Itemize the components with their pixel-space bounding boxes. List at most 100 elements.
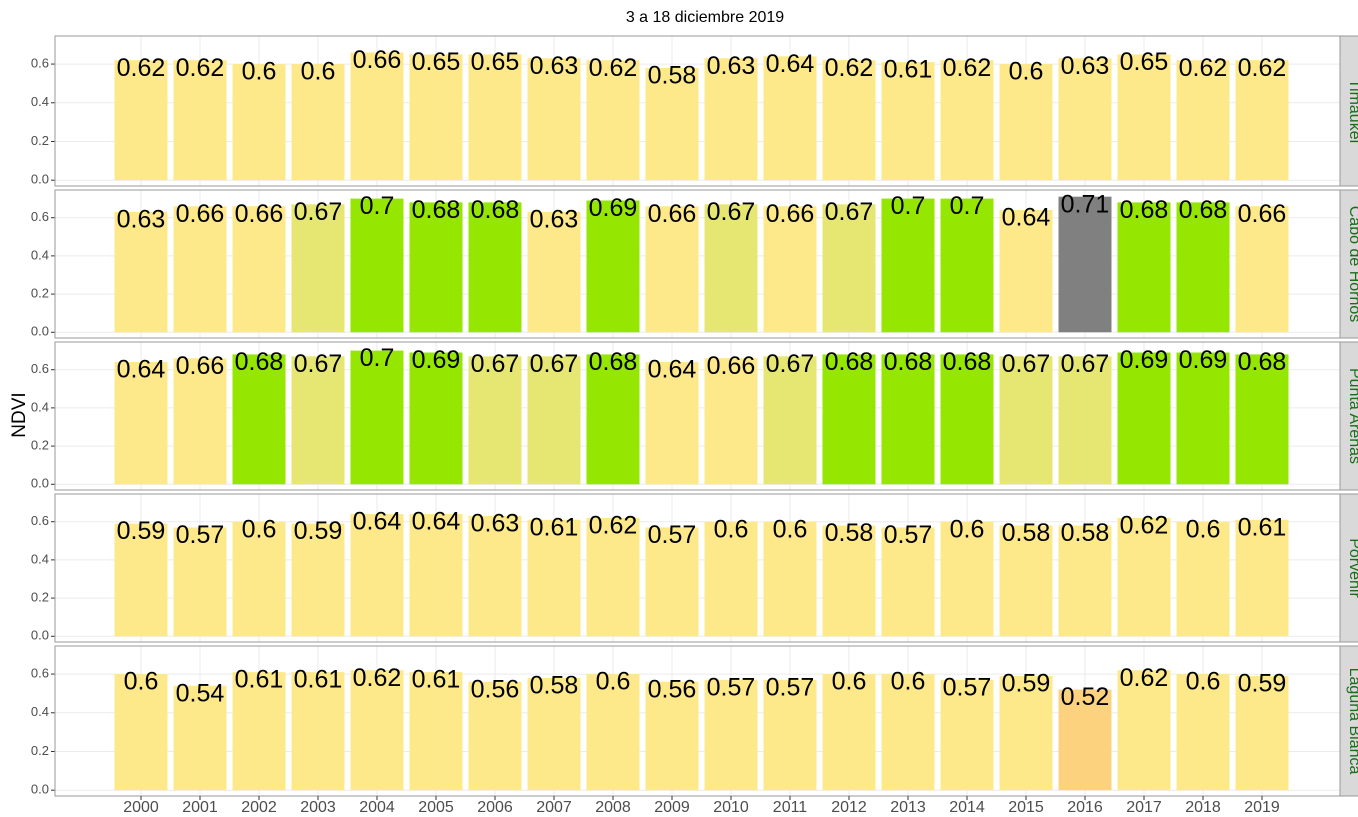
bar <box>173 527 227 637</box>
bar <box>409 202 463 333</box>
bar <box>1058 525 1112 637</box>
x-tick-label: 2016 <box>1067 799 1103 816</box>
value-label: 0.54 <box>176 679 225 707</box>
bar <box>350 670 404 791</box>
bar <box>350 514 404 637</box>
bar <box>645 206 699 333</box>
value-label: 0.67 <box>294 350 343 378</box>
x-tick-label: 2002 <box>241 799 277 816</box>
bar <box>114 211 168 333</box>
value-label: 0.57 <box>707 673 756 701</box>
value-label: 0.6 <box>1186 668 1221 696</box>
bar <box>822 204 876 333</box>
value-label: 0.6 <box>950 515 985 543</box>
bar <box>291 64 345 181</box>
value-label: 0.62 <box>117 54 166 82</box>
y-tick-label: 0.2 <box>31 133 49 148</box>
value-label: 0.57 <box>884 521 933 549</box>
y-tick-label: 0.6 <box>31 209 49 224</box>
bar <box>1117 54 1171 181</box>
y-tick-label: 0.0 <box>31 172 49 187</box>
y-tick-label: 0.6 <box>31 513 49 528</box>
value-label: 0.6 <box>832 668 867 696</box>
bar <box>409 514 463 637</box>
value-label: 0.57 <box>648 521 697 549</box>
value-label: 0.56 <box>648 675 697 703</box>
value-label: 0.63 <box>530 52 579 80</box>
chart-title: 3 a 18 diciembre 2019 <box>626 9 784 26</box>
value-label: 0.58 <box>1002 519 1051 547</box>
bar <box>586 354 640 485</box>
value-label: 0.61 <box>884 56 933 84</box>
bar <box>763 521 817 637</box>
y-tick-label: 0.6 <box>31 56 49 71</box>
bar <box>763 356 817 485</box>
bar <box>645 67 699 181</box>
bar <box>704 58 758 181</box>
bar <box>1117 352 1171 485</box>
x-tick-label: 2013 <box>890 799 926 816</box>
y-tick-label: 0.0 <box>31 324 49 339</box>
value-label: 0.68 <box>825 348 874 376</box>
bar <box>586 200 640 333</box>
bar <box>468 54 522 181</box>
x-tick-label: 2014 <box>949 799 985 816</box>
y-tick-label: 0.6 <box>31 666 49 681</box>
value-label: 0.62 <box>1120 511 1169 539</box>
bar <box>704 204 758 333</box>
value-label: 0.66 <box>648 200 697 228</box>
value-label: 0.58 <box>530 672 579 700</box>
bar <box>999 64 1053 181</box>
value-label: 0.67 <box>1061 350 1110 378</box>
value-label: 0.68 <box>412 196 461 224</box>
bar <box>881 354 935 485</box>
value-label: 0.63 <box>530 206 579 234</box>
value-label: 0.66 <box>1238 200 1287 228</box>
bar <box>232 521 286 637</box>
strip <box>1340 35 1358 187</box>
strip-label: Timaukel <box>1346 79 1358 143</box>
value-label: 0.59 <box>1238 670 1287 698</box>
x-tick-label: 2015 <box>1008 799 1044 816</box>
bar <box>1058 356 1112 485</box>
bar <box>114 674 168 791</box>
y-tick-label: 0.2 <box>31 743 49 758</box>
value-label: 0.6 <box>242 515 277 543</box>
bar <box>1235 60 1289 181</box>
bar <box>1117 517 1171 637</box>
value-label: 0.58 <box>1061 519 1110 547</box>
value-label: 0.6 <box>124 668 159 696</box>
x-tick-label: 2011 <box>773 799 808 816</box>
value-label: 0.61 <box>530 513 579 541</box>
value-label: 0.67 <box>530 350 579 378</box>
value-label: 0.66 <box>707 352 756 380</box>
bar <box>232 206 286 333</box>
value-label: 0.64 <box>412 508 461 536</box>
bar <box>822 525 876 637</box>
value-label: 0.67 <box>825 198 874 226</box>
bar <box>1058 689 1112 791</box>
value-label: 0.68 <box>1238 348 1287 376</box>
bar <box>940 679 994 791</box>
value-label: 0.6 <box>891 668 926 696</box>
value-label: 0.61 <box>1238 513 1287 541</box>
value-label: 0.65 <box>1120 48 1169 76</box>
x-tick-label: 2006 <box>477 799 513 816</box>
y-tick-label: 0.4 <box>31 247 49 262</box>
value-label: 0.62 <box>1179 54 1228 82</box>
x-tick-label: 2010 <box>713 799 749 816</box>
value-label: 0.59 <box>1002 670 1051 698</box>
bar <box>999 676 1053 791</box>
value-label: 0.7 <box>891 192 926 220</box>
bar <box>822 60 876 181</box>
x-tick-label: 2004 <box>359 799 395 816</box>
value-label: 0.64 <box>353 508 402 536</box>
bar <box>881 62 935 181</box>
y-tick-label: 0.0 <box>31 476 49 491</box>
value-label: 0.66 <box>766 200 815 228</box>
bar <box>940 354 994 485</box>
value-label: 0.7 <box>360 344 395 372</box>
value-label: 0.63 <box>707 52 756 80</box>
bar <box>881 674 935 791</box>
bar <box>409 352 463 485</box>
